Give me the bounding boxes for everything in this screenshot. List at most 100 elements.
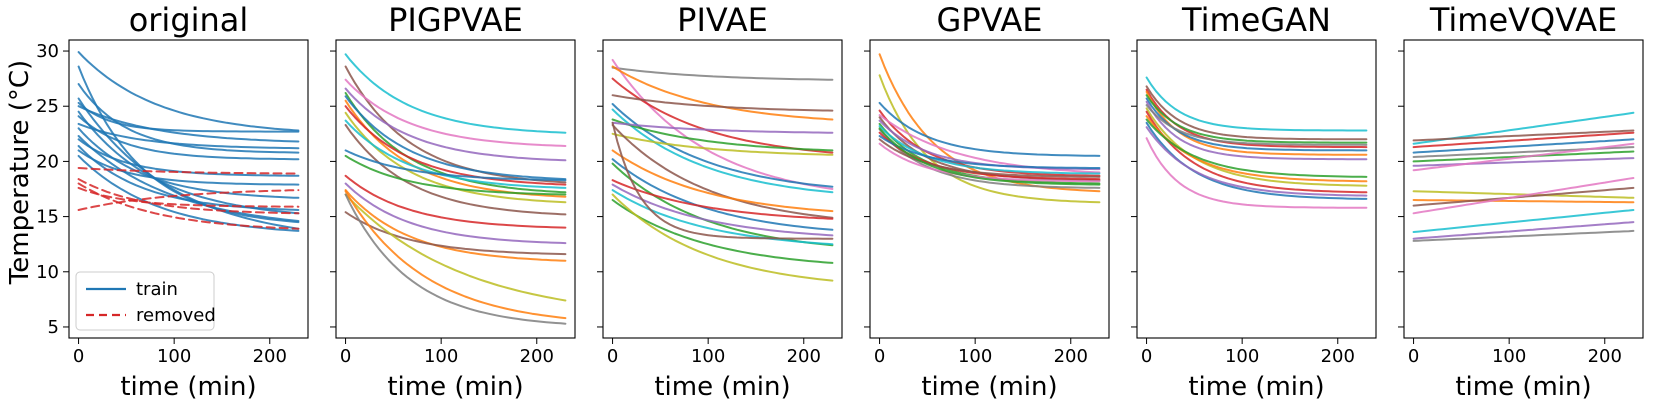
x-tick-label: 0 bbox=[1141, 346, 1152, 367]
series-line-11 bbox=[611, 124, 834, 219]
series-line-19 bbox=[344, 190, 567, 320]
x-tick-label: 200 bbox=[787, 346, 821, 367]
series-line-5 bbox=[878, 114, 1101, 174]
series-line-6 bbox=[77, 105, 300, 143]
series-line-7 bbox=[1412, 157, 1635, 167]
panel-gpvae: GPVAE 0 100 200 time (min) bbox=[864, 1, 1110, 402]
series-line-2 bbox=[878, 74, 1101, 204]
series-line-8 bbox=[344, 105, 567, 186]
x-tick-label: 100 bbox=[691, 346, 725, 367]
series-line-13 bbox=[77, 145, 300, 211]
x-axis-label: time (min) bbox=[921, 372, 1057, 402]
panel-title: PIGPVAE bbox=[388, 1, 523, 39]
y-tick-label: 10 bbox=[36, 262, 59, 283]
x-tick-label: 0 bbox=[1408, 346, 1419, 367]
x-tick-label: 0 bbox=[607, 346, 618, 367]
plot-frame bbox=[1136, 39, 1377, 339]
series-line-14 bbox=[344, 174, 567, 229]
x-tick-label: 200 bbox=[253, 346, 287, 367]
series-line-5 bbox=[1145, 94, 1368, 144]
series-line-4 bbox=[77, 97, 300, 230]
series-line-13 bbox=[344, 154, 567, 196]
series-line-3 bbox=[344, 78, 567, 147]
series-line-2 bbox=[1145, 85, 1368, 141]
x-axis-label: time (min) bbox=[120, 372, 256, 402]
series-line-2 bbox=[77, 65, 300, 224]
x-tick-label: 200 bbox=[1054, 346, 1088, 367]
series-line-1 bbox=[878, 53, 1101, 193]
series-line-6 bbox=[344, 95, 567, 181]
series-line-17 bbox=[77, 178, 300, 215]
series-line-20 bbox=[77, 189, 300, 211]
legend-label-removed: removed bbox=[136, 305, 216, 326]
series-line-20 bbox=[611, 121, 834, 240]
x-axis-label: time (min) bbox=[387, 372, 523, 402]
y-tick-label: 25 bbox=[36, 96, 59, 117]
x-axis-label: time (min) bbox=[1188, 372, 1324, 402]
series-line-9 bbox=[77, 122, 300, 150]
y-tick-label: 30 bbox=[36, 41, 59, 62]
series-line-5 bbox=[611, 94, 834, 112]
panel-original: original 0 100 200 5 10 15 20 25 30 time (min) trai… bbox=[36, 1, 309, 402]
series-line-3 bbox=[1145, 88, 1368, 149]
series-line-4 bbox=[1412, 138, 1635, 154]
series-line-10 bbox=[1145, 110, 1368, 194]
series-line-8 bbox=[1145, 104, 1368, 146]
series-line-5 bbox=[77, 101, 300, 133]
plot-frame bbox=[602, 39, 843, 339]
legend: train removed bbox=[75, 271, 216, 331]
series-line-7 bbox=[1145, 100, 1368, 161]
legend-frame bbox=[75, 271, 215, 331]
series-line-19 bbox=[77, 186, 300, 208]
series-line-16 bbox=[344, 189, 567, 262]
x-tick-label: 200 bbox=[1588, 346, 1622, 367]
panel-title: TimeVQVAE bbox=[1429, 1, 1617, 39]
series-line-10 bbox=[1412, 199, 1635, 204]
series-line-1 bbox=[1145, 76, 1368, 132]
series-line-10 bbox=[344, 119, 567, 189]
x-tick-label: 100 bbox=[958, 346, 992, 367]
series-line-18 bbox=[77, 182, 300, 230]
panel-timevqvae: TimeVQVAE 0 100 200 time (min) bbox=[1398, 1, 1644, 402]
y-axis-label: Temperature (°C) bbox=[5, 60, 35, 285]
series-line-13 bbox=[1412, 209, 1635, 233]
series-line-1 bbox=[344, 53, 567, 134]
panel-pigpvae: PIGPVAE 0 100 200 time (min) bbox=[330, 1, 576, 402]
series-line-12 bbox=[1145, 118, 1368, 178]
x-axis-label: time (min) bbox=[654, 372, 790, 402]
series-line-14 bbox=[77, 149, 300, 186]
panel-title: original bbox=[129, 1, 249, 39]
series-line-2 bbox=[1412, 131, 1635, 149]
series-line-3 bbox=[611, 65, 834, 121]
panel-pivae: PIVAE 0 100 200 time (min) bbox=[597, 1, 843, 402]
series-line-3 bbox=[878, 101, 1101, 157]
series-line-10 bbox=[878, 128, 1101, 189]
series-line-1 bbox=[611, 66, 834, 81]
x-tick-label: 100 bbox=[424, 346, 458, 367]
series-line-18 bbox=[611, 199, 834, 264]
x-tick-label: 200 bbox=[1321, 346, 1355, 367]
x-tick-label: 200 bbox=[520, 346, 554, 367]
series-line-6 bbox=[1145, 97, 1368, 152]
plot-frame bbox=[335, 39, 576, 339]
plot-frame bbox=[1403, 39, 1644, 339]
series-line-14 bbox=[878, 142, 1101, 183]
panel-timegan: TimeGAN 0 100 200 time (min) bbox=[1131, 1, 1377, 402]
series-line-15 bbox=[77, 154, 300, 232]
x-axis-label: time (min) bbox=[1455, 372, 1591, 402]
x-tick-label: 100 bbox=[157, 346, 191, 367]
plot-frame bbox=[869, 39, 1110, 339]
series-line-1 bbox=[77, 51, 300, 132]
series-line-15 bbox=[611, 179, 834, 220]
series-line-16 bbox=[611, 183, 834, 237]
y-tick-label: 15 bbox=[36, 207, 59, 228]
x-tick-label: 100 bbox=[1492, 346, 1526, 367]
series-line-4 bbox=[344, 87, 567, 162]
series-line-11 bbox=[344, 124, 567, 216]
series-line-12 bbox=[344, 149, 567, 182]
series-line-3 bbox=[1412, 129, 1635, 142]
series-line-8 bbox=[611, 118, 834, 152]
series-line-17 bbox=[344, 211, 567, 256]
series-line-19 bbox=[611, 193, 834, 282]
